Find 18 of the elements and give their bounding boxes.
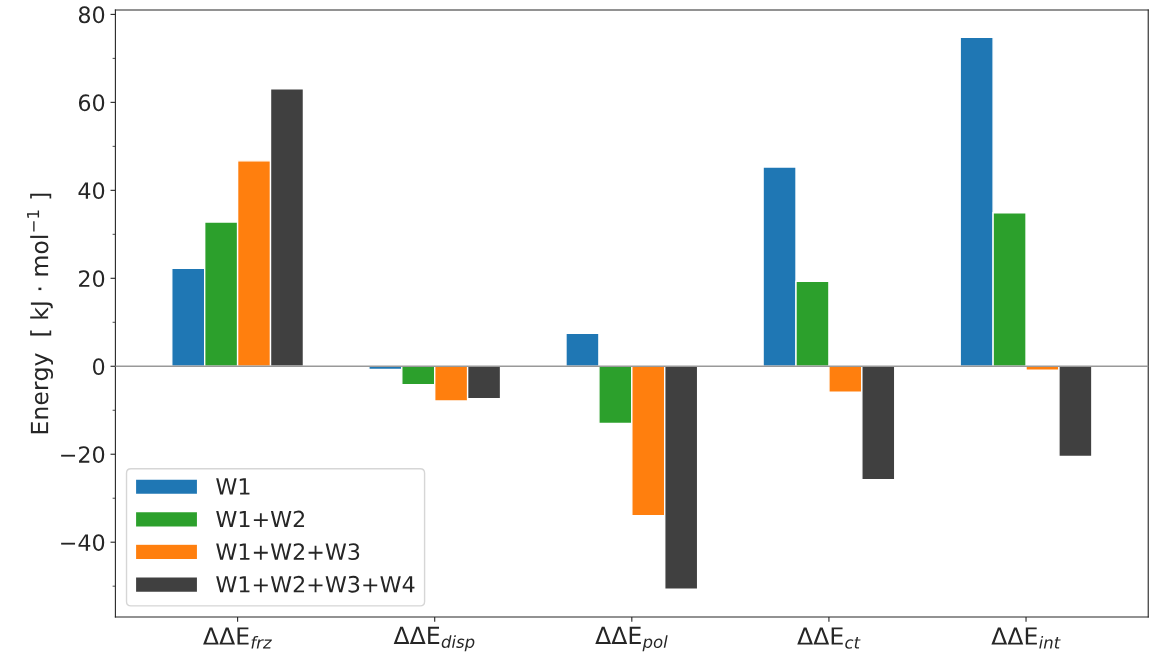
legend-label: W1 [216,478,250,495]
legend-label: W1+W2 [216,510,305,528]
legend-label: W1+W2+W3 [216,543,360,561]
y-tick-label: 40 [78,182,105,200]
x-tick-label: ΔΔE$_{ct}$ [797,627,861,649]
legend-label: W1+W2+W3+W4 [216,575,415,593]
x-tick-label: ΔΔE$_{pol}$ [595,626,668,652]
y-tick-label: −20 [61,446,105,463]
y-tick-label: 80 [78,6,105,24]
y-axis-title: Energy [ kJ · mol$^{−1}$ ] [27,193,54,434]
y-tick-label: 0 [93,358,105,376]
y-tick-label: 20 [79,270,105,288]
y-tick-label: −40 [61,534,105,551]
x-tick-label: ΔΔE$_{int}$ [991,627,1061,649]
bar [565,332,600,367]
y-tick-label: 60 [78,94,105,112]
x-tick-label: ΔΔE$_{disp}$ [393,626,475,652]
x-tick-label: ΔΔE$_{frz}$ [203,627,272,649]
